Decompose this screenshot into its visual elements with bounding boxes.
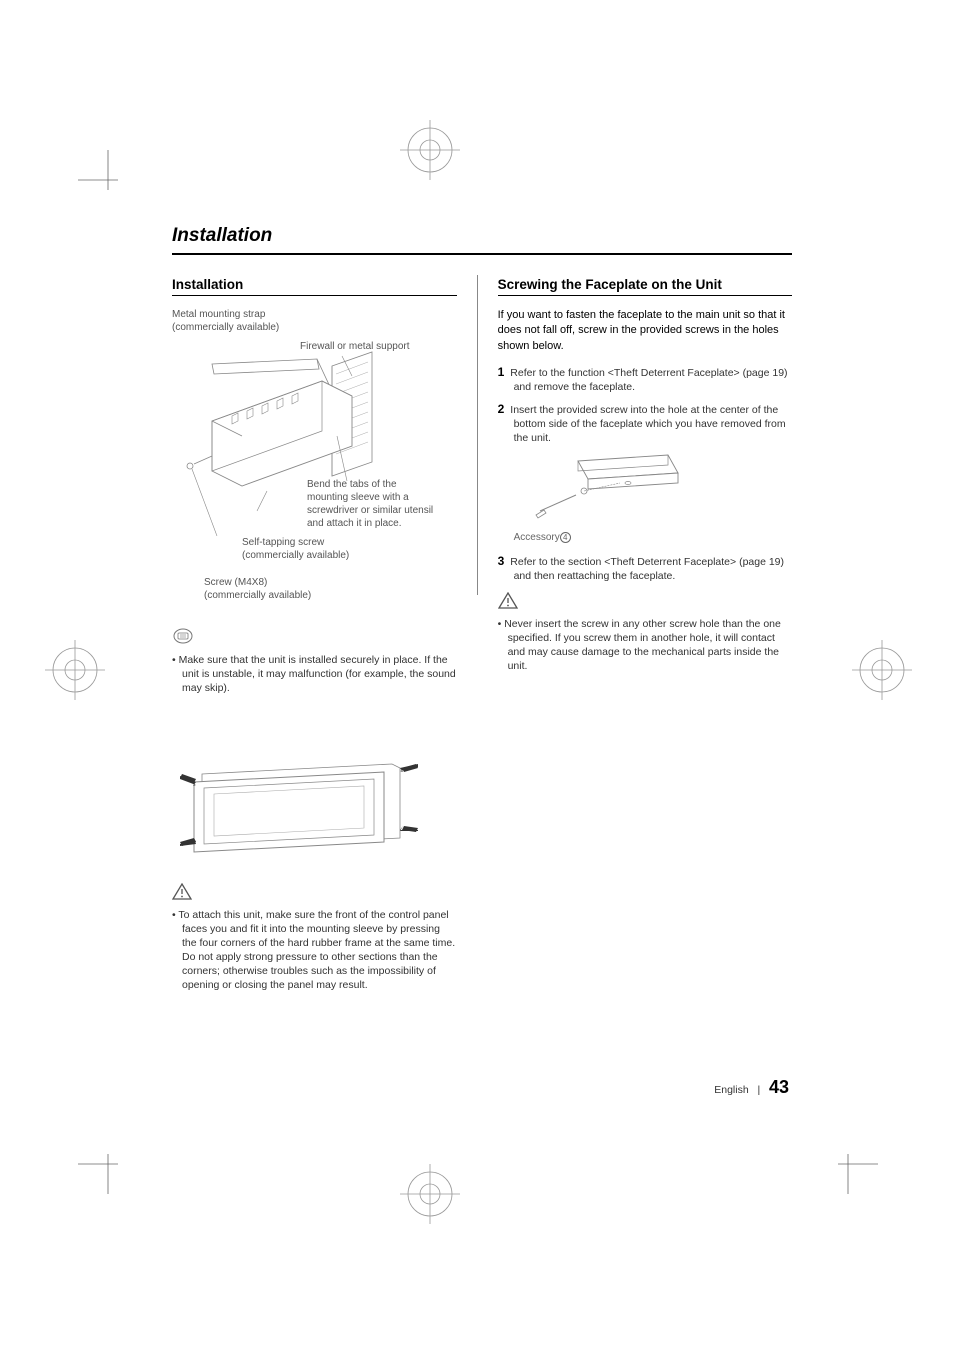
crop-mark-bottom (400, 1164, 460, 1224)
trim-tl (78, 150, 128, 200)
warn-list: Never insert the screw in any other scre… (498, 617, 792, 674)
label-screw: Screw (M4X8) (commercially available) (204, 576, 311, 602)
note-secure-list: Make sure that the unit is installed sec… (172, 653, 457, 696)
accessory-number: 4 (560, 532, 571, 543)
note-icon (172, 628, 457, 649)
label-strap: Metal mounting strap (commercially avail… (172, 308, 279, 334)
attach-figure (172, 746, 457, 871)
right-intro: If you want to fasten the faceplate to t… (498, 308, 792, 354)
steps-list-2: Refer to the section <Theft Deterrent Fa… (498, 553, 792, 583)
note-attach: To attach this unit, make sure the front… (172, 908, 457, 993)
crop-mark-right (852, 640, 912, 700)
step-1: Refer to the function <Theft Deterrent F… (498, 364, 792, 394)
right-subheading: Screwing the Faceplate on the Unit (498, 277, 792, 296)
warn-text: Never insert the screw in any other scre… (498, 617, 792, 674)
step-2: Insert the provided screw into the hole … (498, 401, 792, 446)
accessory-label: Accessory4 (514, 532, 792, 543)
label-bend: Bend the tabs of the mounting sleeve wit… (307, 478, 437, 530)
footer-lang: English (714, 1084, 748, 1096)
label-selftap: Self-tapping screw (commercially availab… (242, 536, 349, 562)
section-title: Installation (172, 225, 792, 255)
note-secure: Make sure that the unit is installed sec… (172, 653, 457, 696)
page-footer: English | 43 (714, 1077, 789, 1098)
note-attach-list: To attach this unit, make sure the front… (172, 908, 457, 993)
warning-icon-attach (172, 883, 457, 906)
faceplate-figure (528, 453, 792, 528)
left-subheading: Installation (172, 277, 457, 296)
note-attach-p1: To attach this unit, make sure the front… (178, 909, 455, 949)
crop-mark-left (45, 640, 105, 700)
footer-page-number: 43 (769, 1077, 789, 1097)
column-divider (477, 275, 478, 595)
steps-list: Refer to the function <Theft Deterrent F… (498, 364, 792, 445)
warning-icon-screw (498, 592, 792, 615)
installation-figure: Metal mounting strap (commercially avail… (172, 308, 457, 588)
trim-br (828, 1144, 878, 1194)
note-attach-p2: Do not apply strong pressure to other se… (182, 951, 438, 991)
trim-bl (78, 1144, 128, 1194)
crop-mark-top (400, 120, 460, 180)
step-3: Refer to the section <Theft Deterrent Fa… (498, 553, 792, 583)
footer-sep: | (757, 1084, 760, 1096)
